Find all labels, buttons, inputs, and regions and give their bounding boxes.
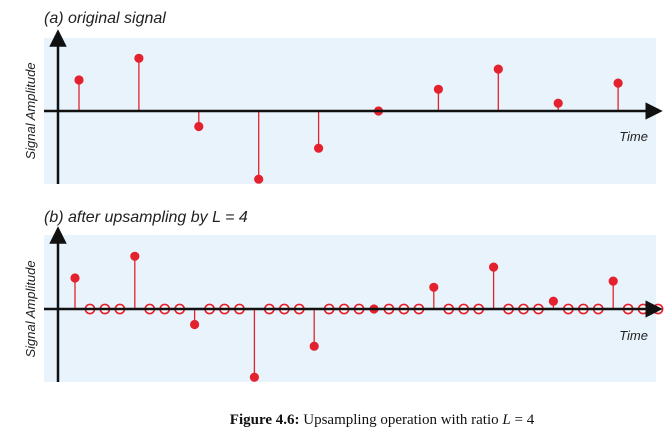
caption-text-after: = 4 bbox=[511, 412, 535, 428]
panel-a-y-label: Signal Amplitude bbox=[23, 62, 38, 159]
panel-b-sample-marker bbox=[309, 341, 319, 351]
panel-b-sample-marker bbox=[130, 251, 140, 261]
panel-a-sample-marker bbox=[74, 75, 84, 85]
panel-b-title: (b) after upsampling by L = 4 bbox=[44, 209, 248, 226]
panel-b-sample-marker bbox=[489, 262, 499, 272]
panel-a-sample-marker bbox=[613, 78, 623, 88]
panel-a-sample-marker bbox=[433, 84, 443, 94]
panel-a-stems bbox=[74, 53, 623, 184]
panel-b-sample-marker bbox=[429, 282, 439, 292]
panel-upsampled-signal: (b) after upsampling by L = 4 Time Signa… bbox=[23, 209, 664, 382]
panel-b-x-label: Time bbox=[619, 328, 648, 343]
caption-variable: L bbox=[501, 412, 510, 428]
panel-a-sample-marker bbox=[194, 121, 204, 132]
panel-b-sample-marker bbox=[548, 296, 559, 306]
panel-b-sample-marker bbox=[249, 372, 259, 382]
panel-a-title: (a) original signal bbox=[44, 10, 166, 27]
panel-b-zero-sample-marker bbox=[652, 303, 664, 315]
panel-a-sample-marker bbox=[553, 98, 563, 108]
figure-caption: Figure 4.6: Upsampling operation with ra… bbox=[230, 412, 535, 428]
panel-b-y-label: Signal Amplitude bbox=[23, 260, 38, 357]
panel-b-sample-marker bbox=[70, 273, 80, 283]
panel-a-sample-marker bbox=[254, 174, 264, 184]
panel-original-signal: (a) original signal Time Signal Amplitud… bbox=[23, 10, 663, 184]
panel-a-sample-marker bbox=[134, 53, 144, 63]
caption-label: Figure 4.6: bbox=[230, 412, 300, 428]
panel-b-sample-marker bbox=[190, 319, 200, 330]
panel-b-sample-marker bbox=[608, 276, 618, 286]
caption-text-before: Upsampling operation with ratio bbox=[300, 412, 503, 428]
panel-a-sample-marker bbox=[493, 64, 503, 74]
panel-a-x-label: Time bbox=[619, 129, 648, 144]
panel-a-sample-marker bbox=[314, 143, 324, 153]
